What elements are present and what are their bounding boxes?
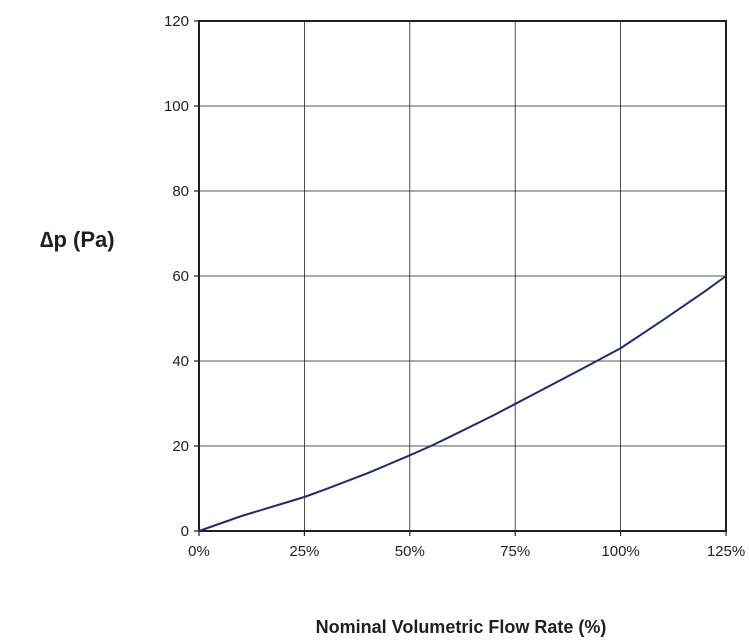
y-tick-label: 60 — [172, 268, 189, 285]
x-tick-label: 125% — [707, 543, 745, 560]
x-tick-label: 0% — [188, 543, 210, 560]
y-tick-label: 20 — [172, 438, 189, 455]
series-line-0 — [198, 275, 727, 532]
y-tick-label: 80 — [172, 183, 189, 200]
series-layer — [198, 275, 727, 532]
y-tick-label: 120 — [164, 13, 189, 30]
y-tick-label: 0 — [181, 523, 189, 540]
x-tick-label: 100% — [601, 543, 639, 560]
x-tick-label: 50% — [395, 543, 425, 560]
grid-lines — [199, 21, 726, 531]
y-axis-ticks: 0 20 40 60 80 100 120 — [164, 13, 199, 540]
x-axis-label: Nominal Volumetric Flow Rate (%) — [316, 617, 607, 637]
y-tick-label: 100 — [164, 98, 189, 115]
y-axis-label: ∆p (Pa) — [40, 227, 115, 252]
x-axis-ticks: 0% 25% 50% 75% 100% 125% — [188, 531, 745, 560]
x-tick-label: 75% — [500, 543, 530, 560]
y-tick-label: 40 — [172, 353, 189, 370]
x-tick-label: 25% — [289, 543, 319, 560]
